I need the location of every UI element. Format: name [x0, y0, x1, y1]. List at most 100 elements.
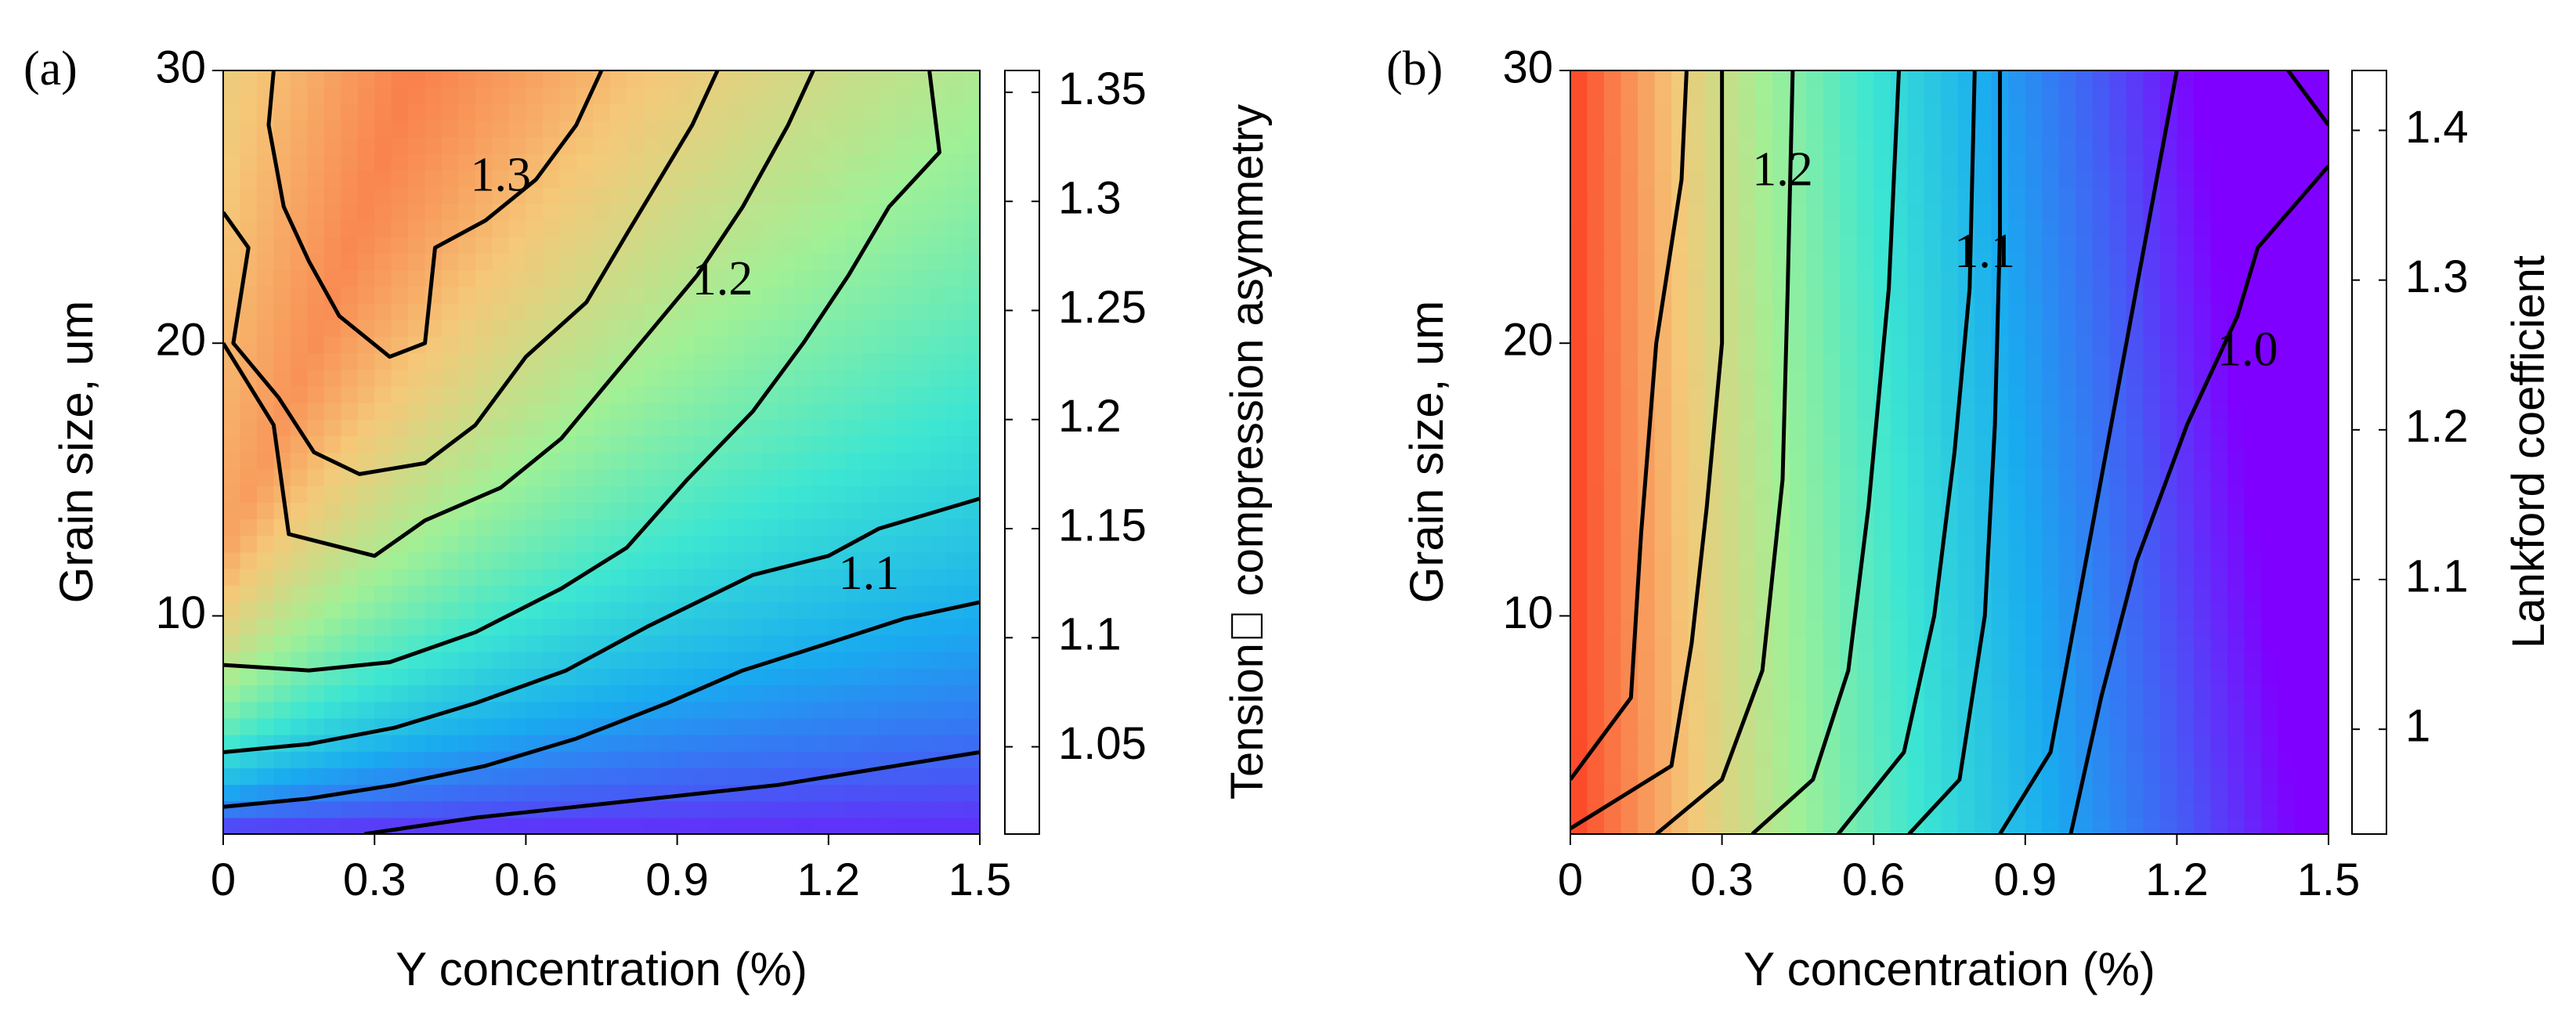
heatmap-cell: [1873, 435, 1891, 453]
heatmap-cell: [2143, 734, 2161, 752]
heatmap-cell: [794, 518, 813, 536]
heatmap-cell: [1890, 767, 1909, 785]
heatmap-cell: [2177, 120, 2195, 138]
heatmap-cell: [1873, 701, 1891, 719]
heatmap-cell: [323, 468, 342, 486]
heatmap-cell: [391, 668, 409, 686]
heatmap-cell: [677, 751, 695, 769]
heatmap-cell: [1620, 518, 1638, 536]
heatmap-cell: [408, 286, 426, 304]
heatmap-cell: [2278, 87, 2296, 105]
heatmap-cell: [1654, 186, 1672, 204]
heatmap-cell: [357, 634, 375, 652]
heatmap-cell: [1671, 319, 1689, 337]
heatmap-cell: [1823, 784, 1841, 802]
heatmap-cell: [1671, 336, 1689, 354]
heatmap-cell: [323, 170, 342, 188]
heatmap-cell: [1570, 269, 1588, 287]
heatmap-cell: [1688, 219, 1706, 237]
heatmap-cell: [627, 103, 645, 121]
heatmap-cell: [1907, 767, 1925, 785]
heatmap-cell: [1654, 784, 1672, 802]
heatmap-cell: [508, 518, 527, 536]
heatmap-cell: [794, 651, 813, 669]
heatmap-cell: [2143, 585, 2161, 603]
heatmap-cell: [2193, 302, 2212, 320]
heatmap-cell: [1587, 203, 1605, 221]
x-tick-label: 0: [1558, 854, 1583, 905]
heatmap-cell: [2042, 701, 2060, 719]
heatmap-cell: [1654, 751, 1672, 769]
heatmap-cell: [845, 120, 863, 138]
heatmap-cell: [660, 817, 678, 834]
heatmap-cell: [811, 369, 829, 387]
heatmap-cell: [1823, 767, 1841, 785]
heatmap-cell: [2042, 186, 2060, 204]
heatmap-cell: [1941, 585, 1959, 603]
heatmap-cell: [778, 734, 796, 752]
heatmap-cell: [408, 701, 426, 719]
heatmap-cell: [1941, 800, 1959, 818]
heatmap-cell: [2126, 668, 2144, 686]
heatmap-cell: [963, 302, 980, 320]
heatmap-cell: [442, 717, 460, 735]
heatmap-cell: [1587, 253, 1605, 271]
heatmap-cell: [828, 668, 847, 686]
heatmap-cell: [341, 186, 359, 204]
heatmap-cell: [828, 369, 847, 387]
heatmap-cell: [2058, 103, 2077, 121]
heatmap-cell: [2076, 701, 2094, 719]
heatmap-cell: [374, 253, 392, 271]
heatmap-cell: [912, 651, 930, 669]
heatmap-cell: [475, 269, 493, 287]
heatmap-cell: [1604, 452, 1622, 470]
heatmap-cell: [2278, 585, 2296, 603]
heatmap-cell: [2244, 734, 2262, 752]
heatmap-cell: [2109, 319, 2127, 337]
heatmap-cell: [879, 502, 897, 520]
heatmap-cell: [845, 601, 863, 619]
heatmap-cell: [1823, 585, 1841, 603]
heatmap-cell: [728, 286, 746, 304]
heatmap-cell: [223, 585, 241, 603]
heatmap-cell: [1570, 186, 1588, 204]
heatmap-cell: [912, 618, 930, 636]
heatmap-cell: [1620, 435, 1638, 453]
heatmap-cell: [794, 784, 813, 802]
heatmap-cell: [2294, 153, 2313, 171]
heatmap-cell: [845, 352, 863, 370]
heatmap-cell: [1739, 485, 1757, 503]
heatmap-cell: [1570, 734, 1588, 752]
heatmap-cell: [374, 634, 392, 652]
heatmap-cell: [1890, 419, 1909, 437]
heatmap-cell: [1856, 385, 1874, 403]
heatmap-cell: [1856, 601, 1874, 619]
heatmap-cell: [929, 219, 947, 237]
heatmap-cell: [475, 87, 493, 105]
heatmap-cell: [946, 618, 964, 636]
heatmap-cell: [1890, 485, 1909, 503]
heatmap-cell: [2076, 170, 2094, 188]
heatmap-cell: [2126, 485, 2144, 503]
heatmap-cell: [290, 601, 309, 619]
heatmap-cell: [811, 518, 829, 536]
heatmap-cell: [728, 485, 746, 503]
heatmap-cell: [1654, 87, 1672, 105]
heatmap-cell: [778, 452, 796, 470]
colorbar-tick-label: 1.25: [1058, 282, 1147, 333]
heatmap-cell: [1755, 352, 1773, 370]
heatmap-cell: [1806, 734, 1824, 752]
heatmap-cell: [1722, 203, 1740, 221]
heatmap-cell: [240, 601, 258, 619]
heatmap-cell: [1823, 402, 1841, 420]
heatmap-cell: [1772, 568, 1790, 586]
heatmap-cell: [694, 236, 712, 254]
heatmap-cell: [963, 468, 980, 486]
heatmap-cell: [1570, 518, 1588, 536]
heatmap-cell: [660, 568, 678, 586]
heatmap-cell: [1924, 684, 1942, 702]
heatmap-cell: [1604, 103, 1622, 121]
heatmap-cell: [627, 502, 645, 520]
heatmap-cell: [2244, 751, 2262, 769]
heatmap-cell: [341, 120, 359, 138]
